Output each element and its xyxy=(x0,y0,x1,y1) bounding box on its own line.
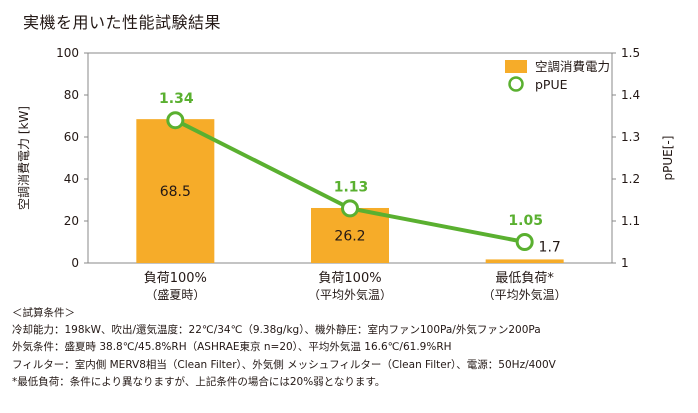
footnote: *最低負荷：条件により異なりますが、上記条件の場合には20%弱となります。 xyxy=(12,375,386,388)
x-category-sublabel: （盛夏時） xyxy=(145,287,205,300)
legend-line-marker xyxy=(508,76,524,92)
y2-axis-label: pPUE[-] xyxy=(661,136,675,181)
legend-bar-swatch xyxy=(505,60,527,73)
bar-value-label: 1.7 xyxy=(539,239,561,255)
y2-tick-label: 1.5 xyxy=(621,46,640,60)
notes-line: 冷却能力：198kW、吹出/還気温度：22℃/34℃（9.38g/kg）、機外静… xyxy=(12,324,541,337)
bar xyxy=(136,119,215,264)
chart-legend: 空調消費電力 pPUE xyxy=(505,59,610,92)
y-tick-label: 80 xyxy=(64,88,79,102)
ppue-point xyxy=(515,233,534,251)
y2-tick-label: 1.4 xyxy=(621,88,640,102)
y2-tick-label: 1.2 xyxy=(621,172,640,186)
y-axis-label: 空調消費電力 [kW] xyxy=(16,106,31,210)
bar-value-label: 26.2 xyxy=(334,228,365,244)
y-tick-label: 100 xyxy=(56,46,79,60)
chart-axes: 0 20 40 60 80 100 1 1.1 1.2 1.3 1.4 1.5 空調消費電力 [kW] p… xyxy=(16,46,675,270)
test-conditions: ＜試算条件＞ 冷却能力：198kW、吹出/還気温度：22℃/34℃（9.38g/… xyxy=(12,305,556,391)
legend-bar-label: 空調消費電力 xyxy=(535,59,610,74)
y-tick-label: 20 xyxy=(64,214,79,228)
bar xyxy=(485,259,564,263)
y2-tick-label: 1.1 xyxy=(621,214,640,228)
notes-line: フィルター：室内側 MERV8相当（Clean Filter）、外気側 メッシュ… xyxy=(12,358,556,371)
notes-line: 外気条件：盛夏時 38.8℃/45.8%RH（ASHRAE東京 n=20）、平均… xyxy=(12,341,452,354)
legend-line-label: pPUE xyxy=(535,77,568,92)
y-tick-label: 60 xyxy=(64,130,79,144)
y2-tick-label: 1 xyxy=(621,256,629,270)
x-category-label: 負荷100% xyxy=(318,271,381,286)
y-tick-label: 40 xyxy=(64,172,79,186)
ppue-value-label: 1.05 xyxy=(508,213,543,229)
bar-value-label: 68.5 xyxy=(160,184,191,200)
y2-tick-label: 1.3 xyxy=(621,130,640,144)
x-category-sublabel: （平均外気温） xyxy=(483,287,567,300)
chart-labels: 68.526.21.71.341.131.05負荷100%（盛夏時）負荷100%… xyxy=(144,91,567,300)
ppue-value-label: 1.34 xyxy=(159,91,194,107)
page-title: 実機を用いた性能試験結果 xyxy=(23,13,222,32)
chart: 0 20 40 60 80 100 1 1.1 1.2 1.3 1.4 1.5 空調消費電力 [kW] p… xyxy=(16,46,675,300)
chart-bars xyxy=(136,119,564,264)
notes-heading: ＜試算条件＞ xyxy=(12,307,75,319)
ppue-point xyxy=(166,111,185,130)
ppue-value-label: 1.13 xyxy=(334,179,369,195)
x-category-sublabel: （平均外気温） xyxy=(308,287,392,300)
y-tick-label: 0 xyxy=(71,256,79,270)
x-category-label: 最低負荷* xyxy=(495,271,554,286)
x-category-label: 負荷100% xyxy=(144,271,207,286)
ppue-point xyxy=(341,199,359,218)
chart-line xyxy=(166,111,534,251)
